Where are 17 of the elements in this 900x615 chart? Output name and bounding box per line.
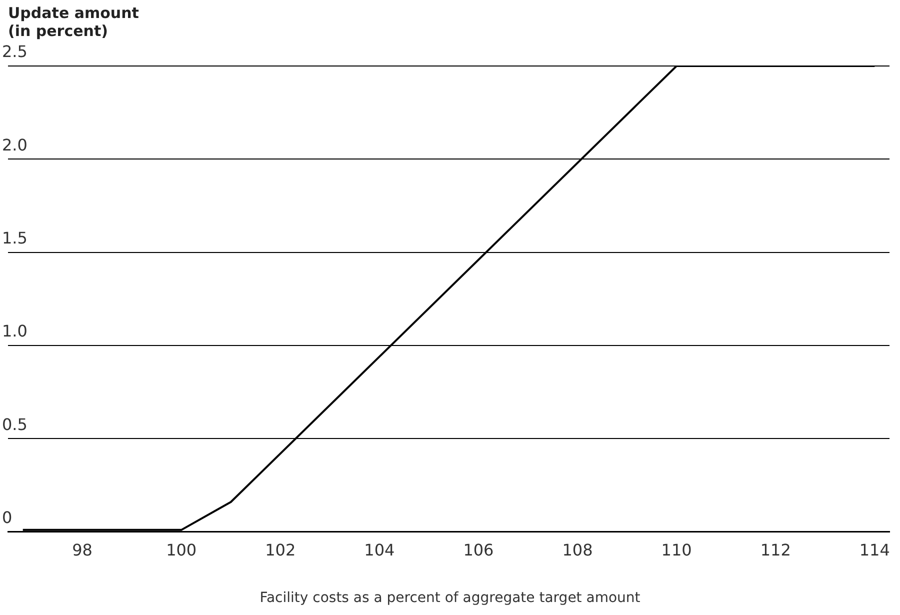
x-tick-label: 112: [760, 540, 791, 560]
y-tick-label: 2.0: [2, 135, 28, 154]
x-tick-label: 106: [463, 540, 494, 560]
x-tick-label: 108: [562, 540, 593, 560]
x-tick-label: 100: [166, 540, 197, 560]
x-tick-label: 114: [859, 540, 890, 560]
x-tick-label: 102: [265, 540, 296, 560]
y-tick-label: 1.0: [2, 322, 28, 341]
x-tick-label: 104: [364, 540, 395, 560]
y-tick-label: 0.5: [2, 414, 28, 434]
x-tick-label: 110: [661, 540, 692, 560]
y-tick-label: 2.5: [2, 42, 28, 62]
y-tick-label: 0: [2, 508, 12, 527]
y-tick-label: 1.5: [2, 228, 28, 248]
y-axis-title: Update amount (in percent): [8, 4, 140, 40]
x-axis-title: Facility costs as a percent of aggregate target amount: [258, 590, 642, 606]
x-tick-label: 98: [72, 540, 92, 560]
